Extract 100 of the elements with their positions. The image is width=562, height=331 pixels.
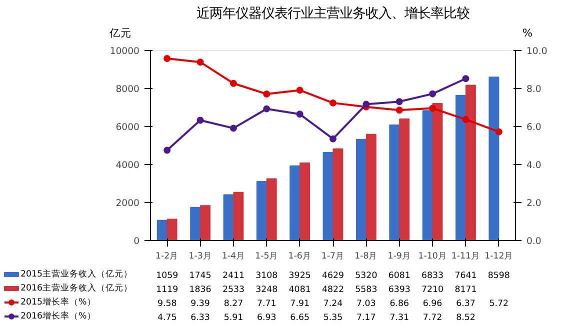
point	[164, 54, 171, 62]
point	[196, 116, 204, 124]
bar	[256, 180, 267, 240]
data-label: 4629	[322, 271, 344, 281]
point	[230, 124, 237, 132]
data-label: 3925	[288, 271, 311, 281]
data-label: 6081	[388, 271, 410, 281]
bar	[190, 206, 201, 240]
y2-tick-label: 2.0	[526, 198, 542, 209]
data-label: 7.03	[356, 299, 376, 309]
bar	[366, 134, 376, 240]
x-tick-label: 1-5月	[255, 252, 278, 262]
data-label: 6.96	[422, 299, 442, 309]
point	[230, 80, 237, 87]
data-label: 3248	[256, 285, 278, 295]
y2-tick-label: 10.0	[526, 46, 548, 57]
y-tick-label: 6000	[116, 122, 140, 133]
bar	[200, 205, 210, 240]
data-label: 7210	[422, 285, 444, 295]
point	[462, 75, 470, 82]
data-label: 6.37	[456, 299, 476, 309]
x-tick-label: 1-6月	[288, 252, 312, 262]
data-label: 6.93	[257, 313, 276, 323]
x-tick-label: 1-2月	[156, 252, 179, 262]
chart-title: 近两年仪器仪表行业主营业务收入、增长率比较	[196, 6, 470, 22]
y-axis-title: 亿元	[108, 26, 132, 40]
bar	[356, 138, 366, 240]
data-label: 8598	[488, 271, 510, 281]
point	[396, 98, 403, 106]
x-tick-label: 1-9月	[388, 252, 411, 262]
data-label: 5583	[355, 285, 378, 295]
point	[495, 128, 502, 136]
legend-label: 2015主营业务收入（亿元）	[20, 268, 133, 280]
point	[429, 104, 436, 112]
data-label: 4081	[288, 285, 311, 295]
y2-axis-title: %	[522, 26, 533, 40]
data-label: 6833	[422, 271, 444, 281]
x-tick-label: 1-4月	[222, 252, 246, 262]
data-label: 6.65	[290, 313, 310, 323]
bar	[465, 84, 476, 240]
data-label: 7.72	[422, 313, 442, 323]
data-label: 5.72	[489, 299, 509, 309]
legend-label: 2016增长率（%）	[20, 310, 96, 322]
x-tick-label: 1-7月	[321, 252, 345, 262]
point	[330, 135, 336, 142]
data-label: 2533	[222, 285, 244, 295]
point	[263, 90, 270, 98]
point	[462, 116, 470, 123]
data-label: 7.31	[390, 313, 410, 323]
data-label: 1745	[189, 271, 212, 281]
data-label: 8.27	[224, 299, 244, 309]
data-label: 4.75	[157, 313, 177, 323]
y-tick-label: 2000	[116, 198, 140, 209]
point	[362, 100, 370, 108]
bar	[223, 194, 234, 240]
data-label: 6.86	[390, 299, 410, 309]
y-tick-label: 4000	[116, 160, 140, 171]
bar	[432, 103, 443, 240]
bar	[399, 118, 410, 240]
legend-label: 2015增长率（%）	[20, 296, 96, 308]
point	[196, 58, 204, 66]
data-label: 1059	[156, 271, 178, 281]
data-label: 4822	[322, 285, 344, 295]
y-tick-label: 0	[134, 236, 140, 247]
x-tick-label: 1-12月	[484, 252, 514, 262]
data-label: 9.58	[157, 299, 177, 309]
data-label: 6.33	[190, 313, 210, 323]
data-label: 2411	[222, 271, 244, 281]
y-tick-label: 8000	[116, 84, 140, 95]
y2-tick-label: 0.0	[526, 236, 542, 247]
y-tick-label: 10000	[110, 46, 140, 57]
data-label: 6393	[388, 285, 410, 295]
data-label: 7.17	[356, 313, 376, 323]
data-label: 7641	[454, 271, 477, 281]
data-label: 8171	[454, 285, 477, 295]
data-label: 7.71	[257, 299, 276, 309]
bar	[300, 162, 310, 240]
bar	[389, 124, 400, 240]
point	[263, 105, 270, 112]
x-tick-label: 1-11月	[451, 252, 480, 262]
bar	[166, 218, 178, 240]
y2-tick-label: 6.0	[526, 122, 542, 133]
bar	[290, 165, 300, 240]
bar	[422, 110, 433, 240]
point	[296, 86, 304, 94]
legend-label: 2016主营业务收入（亿元）	[20, 282, 133, 294]
y2-tick-label: 4.0	[526, 160, 542, 171]
point	[330, 99, 336, 106]
point	[296, 110, 304, 118]
x-tick-label: 1-10月	[418, 252, 447, 262]
data-label: 7.91	[290, 299, 310, 309]
data-label: 3108	[256, 271, 278, 281]
bar	[266, 178, 277, 240]
data-label: 8.52	[456, 313, 476, 323]
x-tick-label: 1-8月	[354, 252, 378, 262]
point	[164, 146, 171, 154]
bar	[332, 148, 344, 240]
bar	[488, 76, 500, 240]
data-label: 1119	[156, 285, 178, 295]
data-label: 9.39	[190, 299, 210, 309]
